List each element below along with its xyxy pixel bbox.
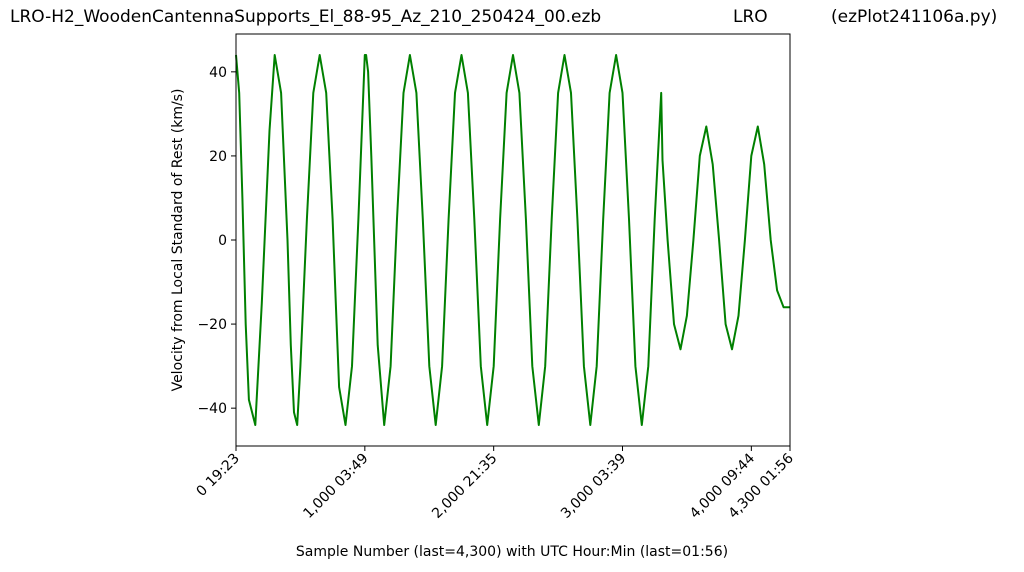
y-axis-label: Velocity from Local Standard of Rest (km…	[170, 89, 186, 392]
velocity-series-line	[235, 54, 790, 426]
plot-frame	[235, 33, 791, 447]
file-name-title: LRO-H2_WoodenCantennaSupports_El_88-95_A…	[10, 7, 602, 27]
y-tick-label: 0	[218, 233, 227, 249]
x-tick-label: 2,000 21:35	[429, 451, 500, 522]
y-tick-label: −40	[197, 401, 227, 417]
x-tick-label: 0 19:23	[194, 451, 243, 500]
y-tick-label: 20	[209, 149, 227, 165]
station-label: LRO	[733, 7, 768, 27]
x-tick-label: 1,000 03:49	[300, 451, 371, 522]
x-tick-label: 3,000 03:39	[558, 451, 629, 522]
script-name-label: (ezPlot241106a.py)	[831, 7, 998, 27]
x-tick-label: 4,000 09:44	[687, 450, 758, 521]
y-tick-label: −20	[197, 317, 227, 333]
y-axis-ticks: 40 20 0 −20 −40	[197, 65, 236, 417]
x-axis-ticks: 0 19:23 1,000 03:49 2,000 21:35 3,000 03:39…	[194, 446, 797, 522]
x-axis-label: Sample Number (last=4,300) with UTC Hour…	[296, 544, 728, 560]
y-tick-label: 40	[209, 65, 227, 81]
